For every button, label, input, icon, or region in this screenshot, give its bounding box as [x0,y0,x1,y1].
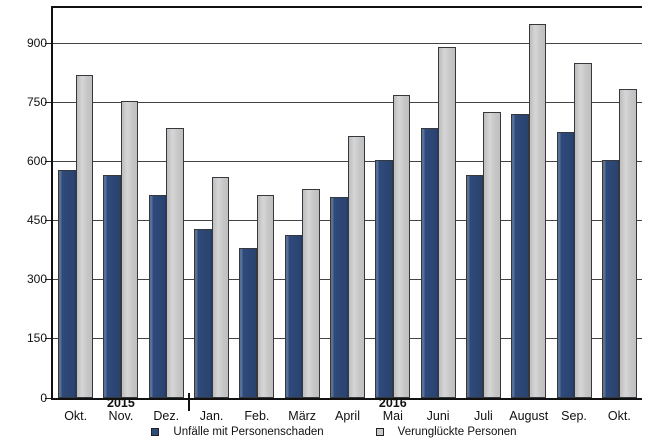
bar-verunglückte-August-10 [528,24,547,398]
bar-verunglückte-Juli-9 [483,112,501,398]
legend-label-unfaelle: Unfälle mit Personenschaden [173,426,324,438]
x-tick-label: Nov. [108,409,134,423]
bar-verunglückte-Nov-1 [120,101,139,398]
x-tick-label: Feb. [244,409,270,423]
year-label-2016: 2016 [378,396,407,410]
legend-marker-verunglueckte-icon [375,428,384,436]
x-tick-label: Sep. [561,409,587,423]
bar-unfälle-Nov-1 [103,175,121,398]
bar-verunglückte-Okt-12 [619,89,637,398]
y-tick-label: 300 [26,272,47,287]
bar-unfälle-Sep-11 [556,132,575,398]
x-tick-label: August [509,409,549,423]
y-tick-label: 450 [26,213,47,228]
y-axis-tick [45,338,51,340]
x-tick-label: März [288,409,317,423]
x-tick-label: Okt. [64,409,88,423]
plot-area [51,6,642,400]
bar-unfälle-Juli-9 [465,175,484,398]
y-axis-tick [45,220,51,222]
x-tick-label: Jan. [199,409,224,423]
y-tick-label: 750 [26,95,47,110]
x-tick-label: Juli [474,409,493,423]
bar-verunglückte-Okt-0 [75,75,94,398]
bar-unfälle-März-5 [284,235,303,398]
y-axis-tick [45,161,51,163]
bar-verunglückte-Jan-3 [211,177,230,398]
legend-item-unfaelle: Unfälle mit Personenschaden [151,426,324,438]
bar-unfälle-Okt-12 [601,160,620,398]
x-tick-label: Juni [426,409,450,423]
bar-verunglückte-Mai-7 [392,95,411,398]
gridline-750 [53,102,642,104]
y-axis-tick [45,102,51,104]
bar-unfälle-Mai-7 [375,160,393,398]
year-separator [187,393,190,411]
bar-verunglückte-März-5 [302,189,320,398]
x-tick-label: Dez. [153,409,180,423]
bar-verunglückte-Feb-4 [256,195,275,398]
y-tick-label: 0 [40,390,47,405]
y-tick-label: 900 [26,35,47,50]
gridline-900 [53,42,642,44]
x-tick-label: Okt. [607,409,631,423]
bar-verunglückte-Dez-2 [166,128,184,398]
y-axis-tick [45,42,51,44]
x-tick-label: Mai [382,409,403,423]
legend-item-verunglueckte: Verunglückte Personen [375,426,517,438]
bar-unfälle-Dez-2 [148,195,167,398]
legend-label-verunglueckte: Verunglückte Personen [397,426,517,438]
bar-unfälle-Juni-8 [420,128,439,398]
bar-verunglückte-April-6 [347,136,365,398]
bar-unfälle-Jan-3 [194,229,212,398]
x-tick-label: April [334,409,360,423]
bar-unfälle-April-6 [330,197,348,398]
y-axis-tick [45,397,51,399]
bar-unfälle-Okt-0 [58,170,76,398]
legend: Unfälle mit Personenschaden Verunglückte… [0,426,668,438]
bar-unfälle-Feb-4 [239,248,257,398]
bar-verunglückte-Juni-8 [438,47,456,398]
y-axis-tick [45,279,51,281]
year-label-2015: 2015 [107,396,135,410]
bar-verunglückte-Sep-11 [574,63,592,398]
legend-marker-unfaelle-icon [151,428,160,436]
y-tick-label: 600 [26,154,47,169]
bar-unfälle-August-10 [511,114,529,398]
y-tick-label: 150 [26,331,47,346]
